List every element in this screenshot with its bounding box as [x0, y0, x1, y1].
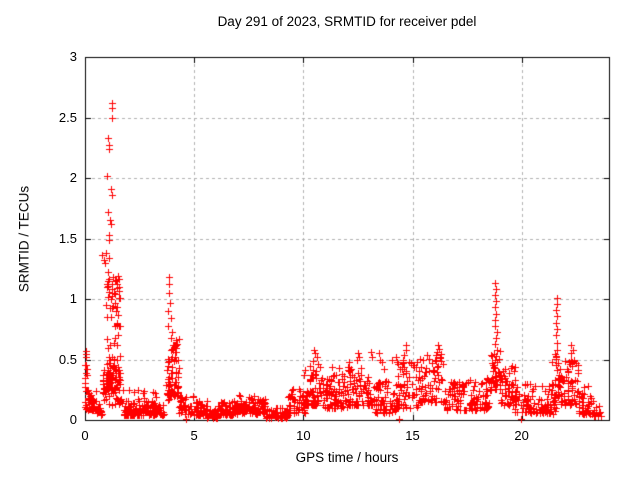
- x-axis-label: GPS time / hours: [295, 450, 399, 465]
- x-tick-label: 5: [190, 428, 198, 443]
- y-tick-label: 1: [69, 291, 77, 306]
- x-tick-labels: 0 5 10 15 20: [0, 428, 640, 448]
- x-tick-label: 20: [514, 428, 529, 443]
- chart-title: Day 291 of 2023, SRMTID for receiver pde…: [217, 14, 477, 29]
- x-tick-label: 0: [81, 428, 89, 443]
- y-tick-label: 2.5: [58, 109, 77, 125]
- y-tick-label: 0: [69, 412, 77, 427]
- y-tick-label: 2: [69, 170, 77, 185]
- x-tick-label: 15: [405, 428, 420, 443]
- y-tick-label: 3: [69, 49, 77, 64]
- y-tick-labels: 0 0.5 1 1.5 2 2.5 3: [0, 0, 80, 480]
- y-tick-label: 0.5: [58, 351, 77, 367]
- x-tick-label: 10: [296, 428, 311, 443]
- y-tick-label: 1.5: [58, 230, 77, 246]
